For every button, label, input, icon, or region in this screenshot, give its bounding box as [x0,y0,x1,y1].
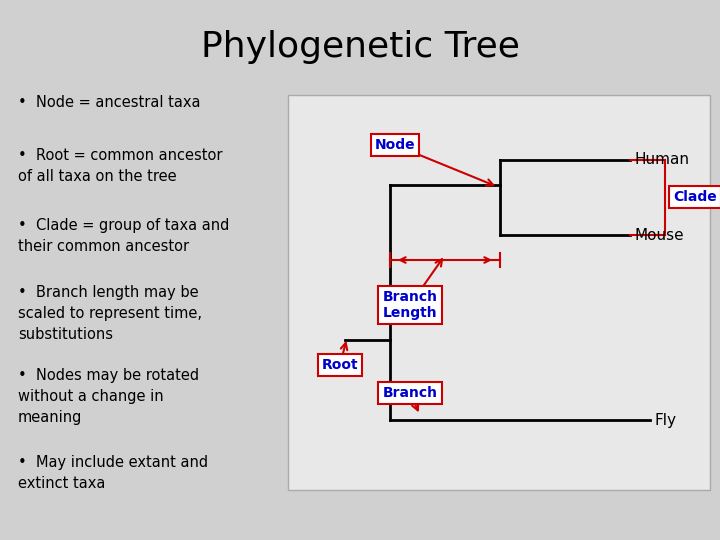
Text: Node: Node [374,138,415,152]
Text: Root: Root [322,358,359,372]
Text: •  Nodes may be rotated
without a change in
meaning: • Nodes may be rotated without a change … [18,368,199,425]
Text: Phylogenetic Tree: Phylogenetic Tree [201,30,519,64]
Bar [288,95,710,490]
Text: Mouse: Mouse [635,227,685,242]
Text: •  Node = ancestral taxa: • Node = ancestral taxa [18,95,200,110]
Text: Clade: Clade [673,190,717,204]
Text: •  Clade = group of taxa and
their common ancestor: • Clade = group of taxa and their common… [18,218,230,254]
Text: •  Branch length may be
scaled to represent time,
substitutions: • Branch length may be scaled to represe… [18,285,202,342]
Text: •  Root = common ancestor
of all taxa on the tree: • Root = common ancestor of all taxa on … [18,148,222,184]
Text: Fly: Fly [655,413,677,428]
Text: Human: Human [635,152,690,167]
Text: Branch
Length: Branch Length [382,290,438,320]
Text: Branch: Branch [382,386,438,400]
Text: •  May include extant and
extinct taxa: • May include extant and extinct taxa [18,455,208,491]
